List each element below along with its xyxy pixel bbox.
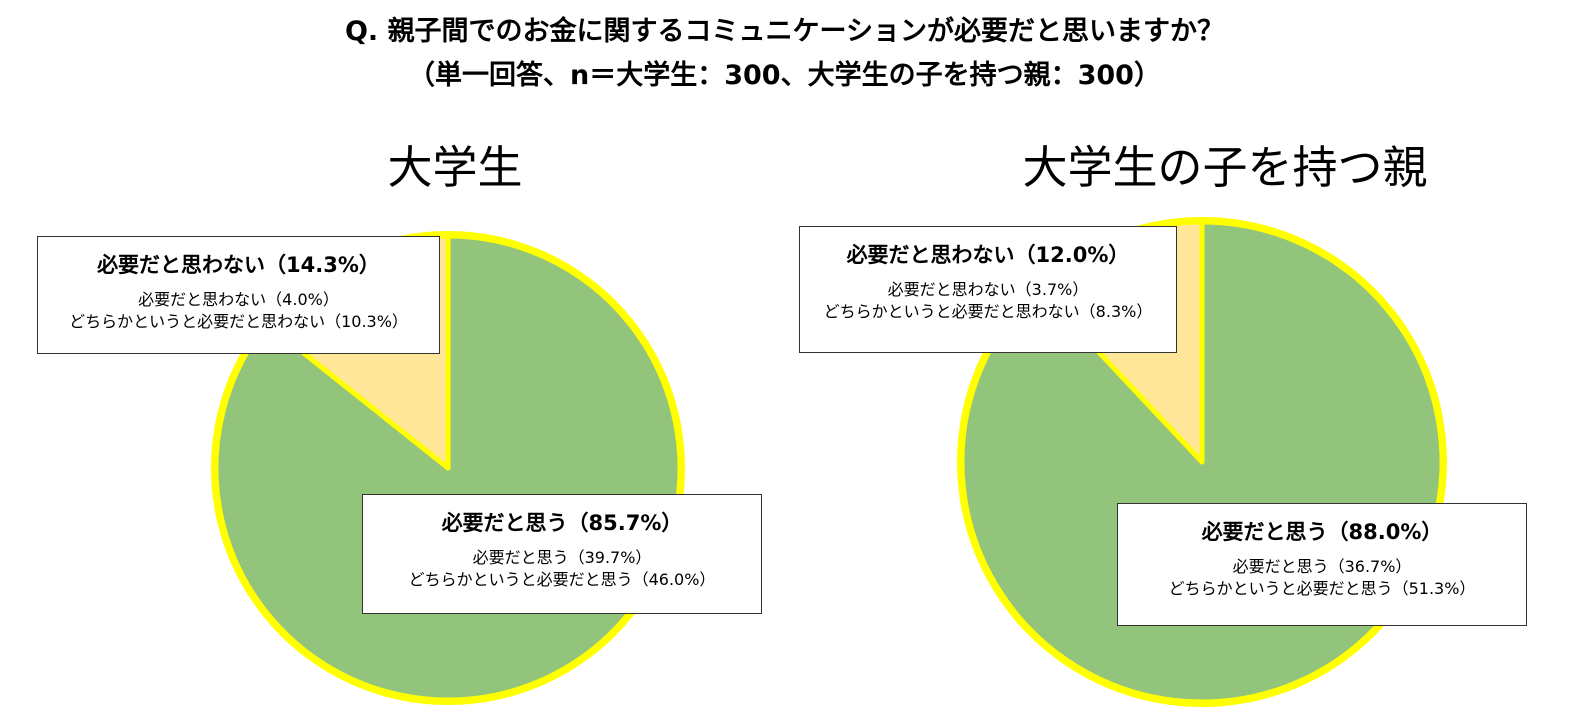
callout-parents-necessary: 必要だと思う（88.0%） 必要だと思う（36.7%） どちらかというと必要だと… — [1117, 503, 1527, 626]
question-subtitle: （単一回答、n＝大学生：300、大学生の子を持つ親：300） — [408, 60, 1161, 91]
callout-line: 必要だと思う（36.7%） — [1232, 557, 1412, 576]
callout-head: 必要だと思う（88.0%） — [1201, 520, 1443, 544]
callout-head: 必要だと思わない（14.3%） — [97, 253, 380, 277]
callout-line: どちらかというと必要だと思わない（8.3%） — [823, 302, 1153, 321]
callout-line: 必要だと思う（39.7%） — [472, 548, 652, 567]
chart-title-parents: 大学生の子を持つ親 — [1022, 141, 1428, 194]
callout-parents-not-necessary: 必要だと思わない（12.0%） 必要だと思わない（3.7%） どちらかというと必… — [799, 226, 1177, 353]
callout-line: 必要だと思わない（3.7%） — [887, 280, 1089, 299]
callout-line: どちらかというと必要だと思わない（10.3%） — [69, 312, 408, 331]
callout-head: 必要だと思わない（12.0%） — [846, 243, 1130, 267]
chart-title-students: 大学生 — [387, 141, 523, 194]
callout-students-not-necessary: 必要だと思わない（14.3%） 必要だと思わない（4.0%） どちらかというと必… — [37, 236, 440, 354]
callout-line: どちらかというと必要だと思う（51.3%） — [1168, 579, 1476, 598]
callout-line: 必要だと思わない（4.0%） — [138, 290, 339, 309]
question-title: Q. 親子間でのお金に関するコミュニケーションが必要だと思いますか？ — [344, 16, 1225, 47]
callout-line: どちらかというと必要だと思う（46.0%） — [408, 570, 716, 589]
callout-students-necessary: 必要だと思う（85.7%） 必要だと思う（39.7%） どちらかというと必要だと… — [362, 494, 762, 614]
callout-head: 必要だと思う（85.7%） — [441, 511, 683, 535]
